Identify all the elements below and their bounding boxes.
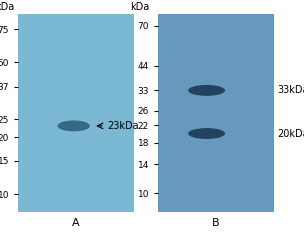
Text: 33kDa: 33kDa <box>277 85 304 95</box>
Text: B: B <box>212 218 220 228</box>
Ellipse shape <box>188 85 225 96</box>
Text: kDa: kDa <box>0 2 14 12</box>
Text: A: A <box>72 218 80 228</box>
Text: kDa: kDa <box>130 2 150 12</box>
Text: 23kDa: 23kDa <box>107 121 139 131</box>
Ellipse shape <box>57 120 90 131</box>
Ellipse shape <box>188 128 225 139</box>
Text: 20kDa: 20kDa <box>277 129 304 139</box>
